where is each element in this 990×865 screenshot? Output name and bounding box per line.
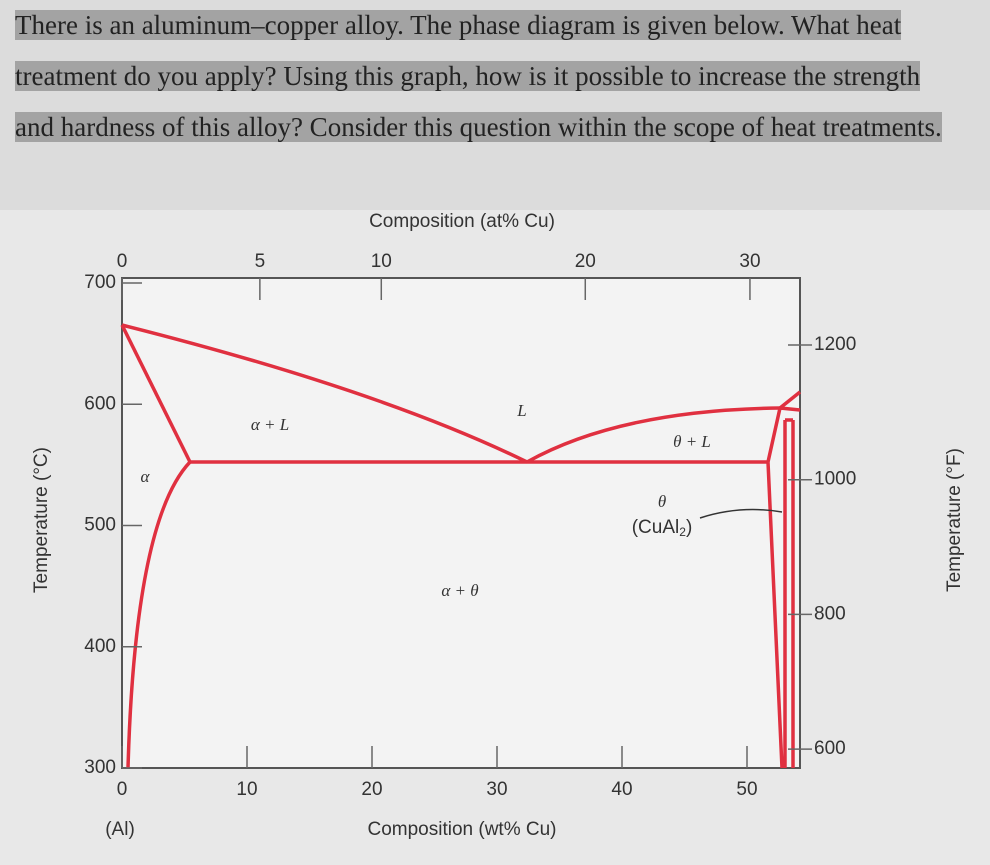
y2-tick-label: 600 (814, 738, 846, 759)
x-tick-label: 20 (361, 779, 382, 800)
top-tick-label: 30 (739, 251, 760, 272)
x-tick-label: 10 (236, 779, 257, 800)
y-tick-label: 700 (84, 272, 116, 293)
region-label: θ (658, 492, 666, 511)
region-label: θ + L (673, 432, 711, 451)
top-tick-label: 5 (255, 251, 266, 272)
right-axis-title: Temperature (°F) (944, 448, 965, 592)
phase-boundaries (120, 323, 802, 769)
y-tick-label: 600 (84, 393, 116, 414)
compound-subscript: 2 (679, 525, 686, 539)
bottom-axis-end-label: (Al) (105, 819, 135, 840)
theta-phase (766, 390, 802, 769)
y-tick-label: 400 (84, 636, 116, 657)
question-text: There is an aluminum–copper alloy. The p… (15, 10, 942, 142)
solidus (120, 324, 192, 463)
liquidus-right (526, 406, 781, 464)
compound-part: ) (686, 517, 692, 538)
region-label: α + L (251, 415, 289, 434)
y2-tick-label: 800 (814, 603, 846, 624)
region-label: L (516, 401, 526, 420)
region-label: α + θ (441, 581, 478, 600)
region-label: α (141, 467, 151, 486)
compound-label: (CuAl2) (632, 517, 693, 539)
plot-frame (121, 277, 801, 769)
y2-tick-label: 1200 (814, 334, 856, 355)
x-tick-label: 30 (486, 779, 507, 800)
x-tick-label: 40 (611, 779, 632, 800)
compound-part: (CuAl (632, 517, 680, 538)
y-tick-label: 300 (84, 757, 116, 778)
y-tick-label: 500 (84, 515, 116, 536)
top-tick-label: 10 (371, 251, 392, 272)
y2-tick-label: 1000 (814, 469, 856, 490)
left-axis-title: Temperature (°C) (31, 447, 52, 593)
solvus (126, 460, 192, 769)
x-tick-label: 50 (736, 779, 757, 800)
top-tick-label: 0 (117, 251, 128, 272)
x-tick-label: 0 (117, 779, 128, 800)
liquidus-left (121, 323, 528, 464)
question: There is an aluminum–copper alloy. The p… (15, 0, 945, 153)
arrow (699, 508, 783, 519)
top-axis-title: Composition (at% Cu) (369, 211, 555, 232)
bottom-axis-title: Composition (wt% Cu) (368, 819, 557, 840)
top-tick-label: 20 (575, 251, 596, 272)
